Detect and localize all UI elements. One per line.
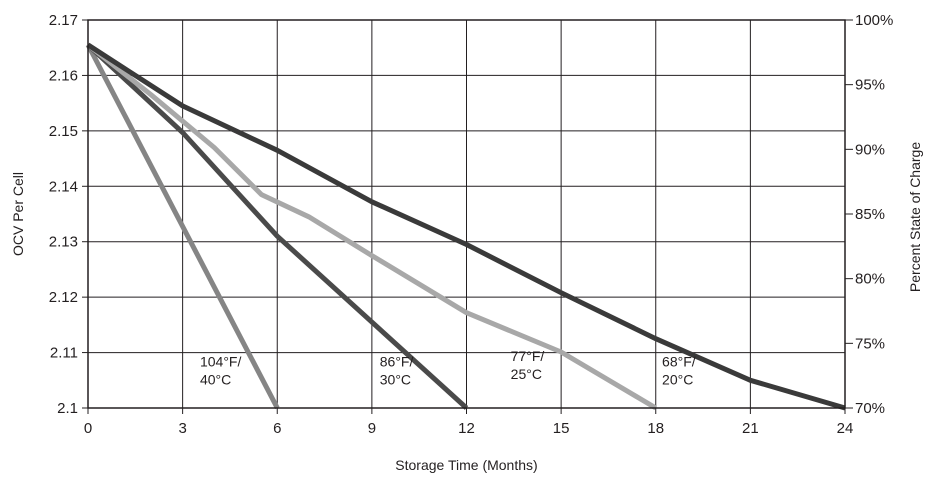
series-line bbox=[86, 43, 469, 410]
series-lines bbox=[85, 42, 846, 411]
x-tick-label: 6 bbox=[273, 420, 281, 437]
y2-tick-label: 80% bbox=[855, 271, 885, 288]
y-tick-label: 2.15 bbox=[49, 123, 78, 140]
y2-tick-label: 75% bbox=[855, 335, 885, 352]
x-tick-label: 18 bbox=[647, 420, 664, 437]
y2-tick-label: 100% bbox=[855, 12, 893, 29]
x-tick-label: 15 bbox=[553, 420, 570, 437]
x-tick-label: 3 bbox=[178, 420, 186, 437]
grid bbox=[87, 19, 846, 409]
y2-axis-title: Percent State of Charge bbox=[907, 142, 923, 292]
y2-tick-label: 70% bbox=[855, 400, 885, 417]
series-line bbox=[85, 43, 280, 410]
x-tick-label: 24 bbox=[837, 420, 854, 437]
series-labels: 104°F/40°C 86°F/30°C 77°F/25°C 68°F/20°C bbox=[200, 348, 696, 388]
y2-tick-label: 85% bbox=[855, 206, 885, 223]
series-label: 68°F/20°C bbox=[662, 353, 696, 387]
series-line bbox=[86, 42, 658, 411]
y-tick-label: 2.16 bbox=[49, 67, 78, 84]
y-tick-label: 2.17 bbox=[49, 12, 78, 29]
x-tick-label: 9 bbox=[368, 420, 376, 437]
series-label: 86°F/30°C bbox=[380, 353, 414, 387]
y-tick-label: 2.13 bbox=[49, 234, 78, 251]
x-axis-title: Storage Time (Months) bbox=[395, 457, 537, 473]
y-axis-title: OCV Per Cell bbox=[10, 172, 26, 256]
tick-labels: 0 3 6 9 12 15 18 21 24 2.1 2.11 2.12 2.13 2.14 2.15 2.1… bbox=[49, 12, 894, 437]
x-tick-label: 12 bbox=[458, 420, 475, 437]
series-label: 104°F/40°C bbox=[200, 353, 242, 387]
y-tick-label: 2.14 bbox=[49, 178, 78, 195]
x-tick-label: 0 bbox=[84, 420, 92, 437]
x-tick-label: 21 bbox=[742, 420, 759, 437]
y2-tick-label: 95% bbox=[855, 77, 885, 94]
y-tick-label: 2.1 bbox=[57, 400, 78, 417]
y2-tick-label: 90% bbox=[855, 141, 885, 158]
y-tick-label: 2.12 bbox=[49, 289, 78, 306]
series-label: 77°F/25°C bbox=[511, 348, 545, 382]
series-line bbox=[86, 42, 846, 411]
y-tick-label: 2.11 bbox=[50, 345, 78, 362]
axis-ticks bbox=[82, 19, 853, 414]
